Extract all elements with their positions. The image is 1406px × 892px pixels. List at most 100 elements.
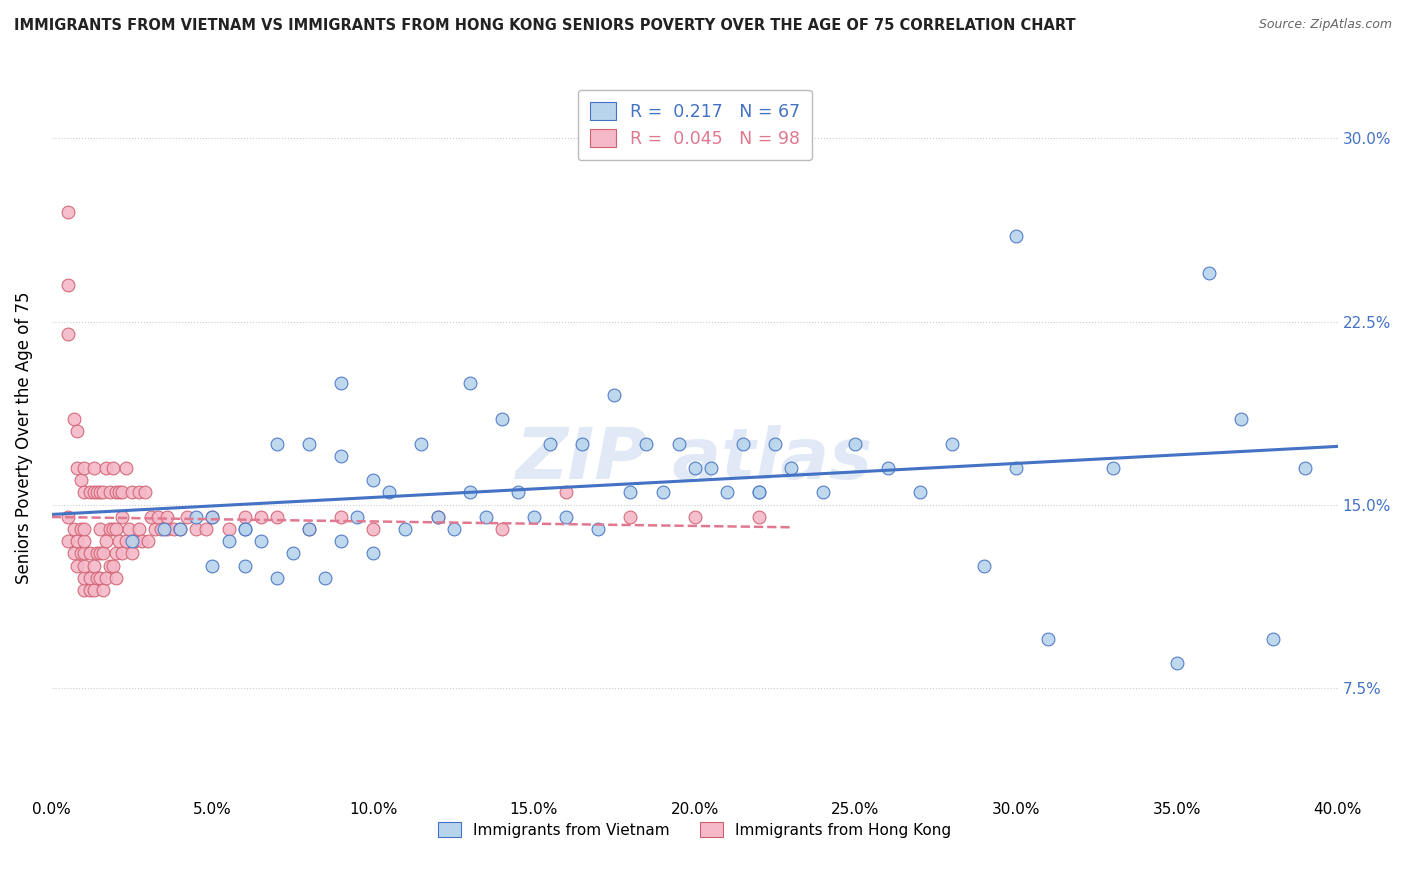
Point <box>426 509 449 524</box>
Point <box>91 546 114 560</box>
Point <box>748 485 770 500</box>
Point <box>201 558 224 573</box>
Point <box>124 534 146 549</box>
Point <box>79 571 101 585</box>
Point <box>1295 461 1317 475</box>
Text: ZIP atlas: ZIP atlas <box>516 425 873 493</box>
Point <box>146 509 169 524</box>
Point <box>73 461 96 475</box>
Point <box>1101 461 1123 475</box>
Point <box>121 546 143 560</box>
Point <box>218 534 240 549</box>
Point <box>98 522 121 536</box>
Point <box>156 522 179 536</box>
Point <box>73 485 96 500</box>
Point <box>143 522 166 536</box>
Point <box>73 582 96 597</box>
Point <box>619 485 641 500</box>
Text: IMMIGRANTS FROM VIETNAM VS IMMIGRANTS FROM HONG KONG SENIORS POVERTY OVER THE AG: IMMIGRANTS FROM VIETNAM VS IMMIGRANTS FR… <box>14 18 1076 33</box>
Point <box>281 546 304 560</box>
Point <box>1230 412 1253 426</box>
Point <box>86 571 108 585</box>
Point <box>361 473 384 487</box>
Point <box>314 571 336 585</box>
Point <box>716 485 738 500</box>
Point <box>73 558 96 573</box>
Point <box>474 509 496 524</box>
Point <box>96 571 118 585</box>
Point <box>101 558 124 573</box>
Point <box>121 485 143 500</box>
Point <box>96 534 118 549</box>
Point <box>56 204 79 219</box>
Point <box>298 436 321 450</box>
Point <box>73 571 96 585</box>
Point <box>813 485 835 500</box>
Point <box>83 558 105 573</box>
Point <box>361 522 384 536</box>
Point <box>73 534 96 549</box>
Point <box>973 558 995 573</box>
Point <box>298 522 321 536</box>
Point <box>700 461 723 475</box>
Point <box>83 582 105 597</box>
Point <box>233 509 256 524</box>
Point <box>538 436 561 450</box>
Point <box>603 388 626 402</box>
Point <box>249 509 271 524</box>
Point <box>114 461 136 475</box>
Point <box>63 522 86 536</box>
Point <box>79 582 101 597</box>
Point <box>908 485 931 500</box>
Point <box>394 522 416 536</box>
Point <box>555 485 578 500</box>
Point <box>98 558 121 573</box>
Point <box>249 534 271 549</box>
Point <box>378 485 401 500</box>
Point <box>201 509 224 524</box>
Point <box>346 509 368 524</box>
Point <box>105 571 128 585</box>
Point <box>134 485 156 500</box>
Point <box>105 546 128 560</box>
Point <box>56 534 79 549</box>
Point <box>56 277 79 292</box>
Point <box>1263 632 1285 646</box>
Point <box>111 485 134 500</box>
Point <box>111 509 134 524</box>
Point <box>63 412 86 426</box>
Point <box>443 522 465 536</box>
Point <box>1005 229 1028 244</box>
Point <box>66 558 89 573</box>
Point <box>619 509 641 524</box>
Point <box>89 485 111 500</box>
Point <box>491 522 513 536</box>
Point <box>586 522 609 536</box>
Point <box>91 485 114 500</box>
Point <box>1198 266 1220 280</box>
Point <box>731 436 754 450</box>
Point <box>56 326 79 341</box>
Point <box>1166 657 1188 671</box>
Point <box>86 546 108 560</box>
Point <box>96 461 118 475</box>
Point <box>748 485 770 500</box>
Point <box>69 473 91 487</box>
Point <box>63 546 86 560</box>
Legend: Immigrants from Vietnam, Immigrants from Hong Kong: Immigrants from Vietnam, Immigrants from… <box>432 815 957 844</box>
Point <box>128 522 150 536</box>
Point <box>98 485 121 500</box>
Point <box>748 509 770 524</box>
Point <box>66 534 89 549</box>
Point <box>121 534 143 549</box>
Point <box>266 436 288 450</box>
Point <box>66 425 89 439</box>
Point <box>683 461 706 475</box>
Point <box>108 485 131 500</box>
Point <box>156 509 179 524</box>
Point <box>941 436 963 450</box>
Point <box>118 522 141 536</box>
Point <box>114 534 136 549</box>
Point <box>763 436 786 450</box>
Point <box>86 485 108 500</box>
